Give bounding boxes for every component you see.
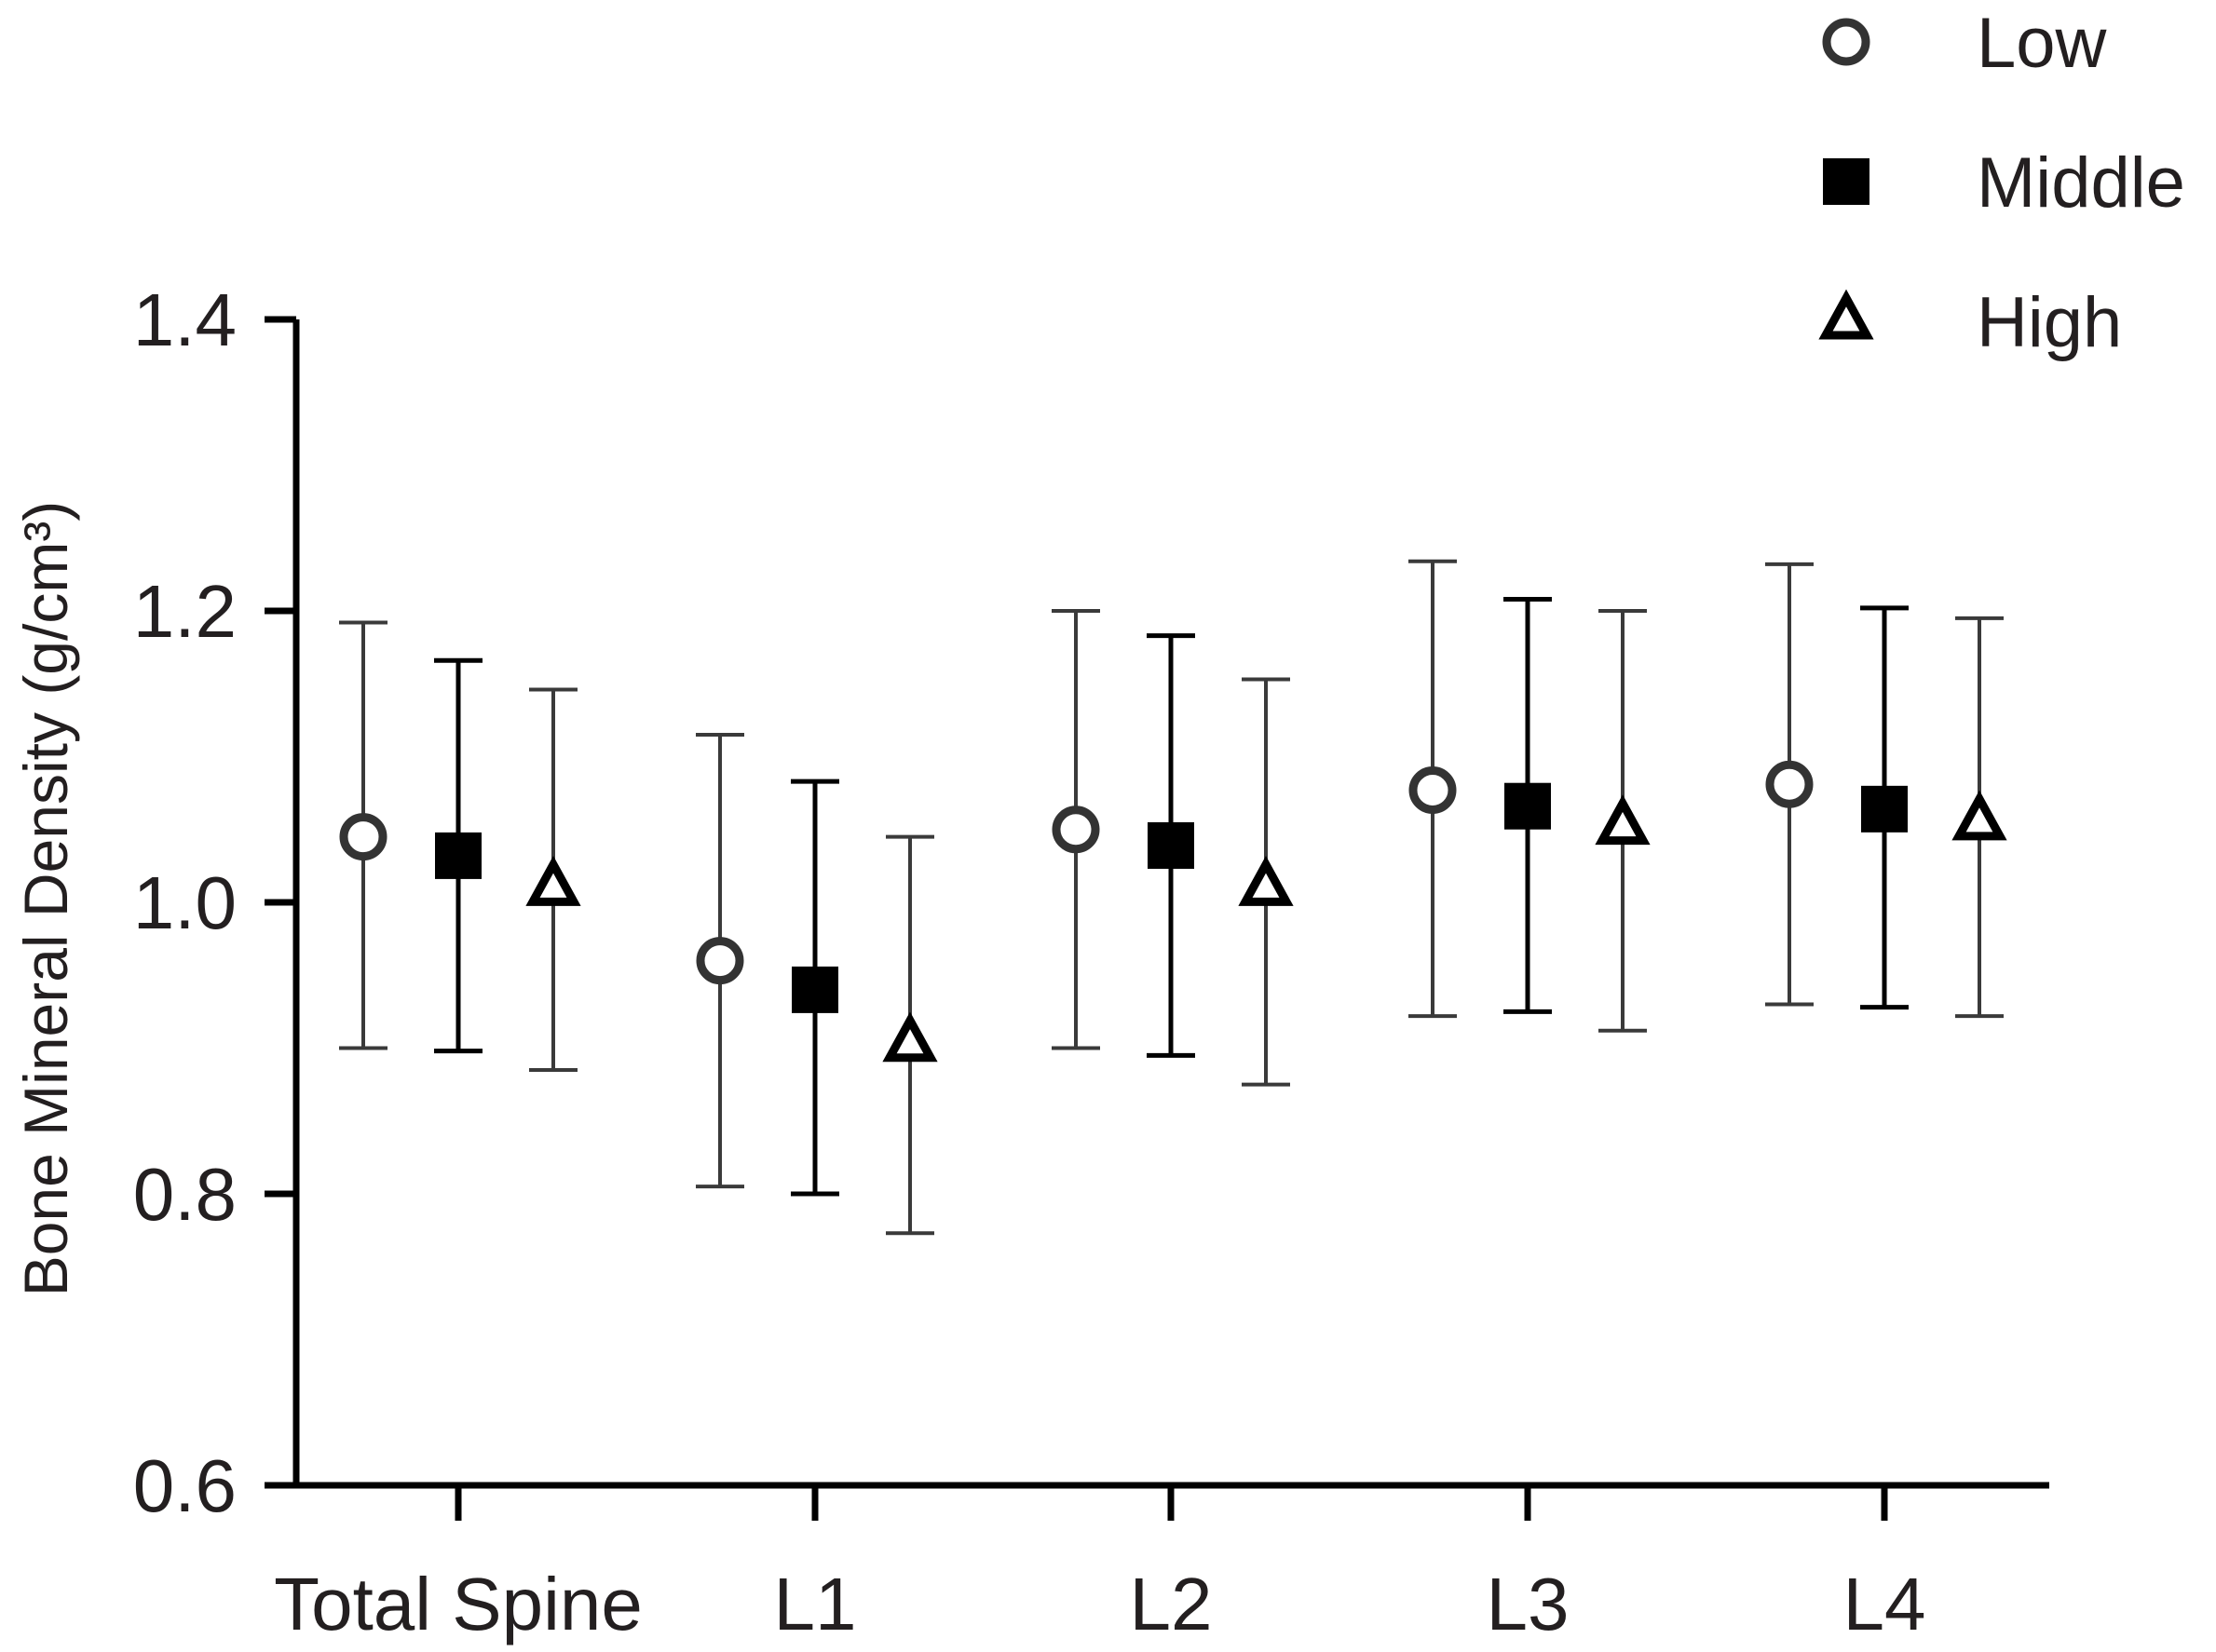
series-middle: [434, 596, 1909, 1197]
x-tick-label: L1: [774, 1563, 857, 1645]
data-point: [1951, 790, 2007, 841]
data-point: [1408, 765, 1457, 814]
data-point: [1238, 856, 1294, 906]
y-axis-label: Bone Mineral Density (g/cm³): [11, 501, 80, 1297]
x-tick-label: L3: [1487, 1563, 1570, 1645]
x-tick-label: L4: [1843, 1563, 1926, 1645]
data-point: [525, 856, 581, 906]
legend-label: Middle: [1977, 143, 2185, 223]
y-axis-ticks: 0.6 0.8 1.0 1.2 1.4: [133, 278, 296, 1527]
y-tick-label: 1.4: [133, 278, 237, 361]
data-point: [1861, 785, 1908, 833]
y-tick-label: 0.6: [133, 1444, 237, 1527]
legend-marker: [1818, 289, 1874, 340]
data-point: [435, 832, 482, 879]
legend-label: High: [1977, 283, 2122, 362]
data-point: [1052, 806, 1100, 854]
data-point: [1595, 794, 1651, 846]
legend-marker: [1822, 18, 1870, 66]
data-point: [882, 1011, 938, 1063]
legend-item-high: High: [1818, 283, 2122, 362]
data-point: [1765, 760, 1814, 808]
legend-item-low: Low: [1822, 4, 2108, 83]
x-tick-label: L2: [1130, 1563, 1213, 1645]
data-point: [339, 813, 387, 861]
legend-item-middle: Middle: [1823, 143, 2185, 223]
series-low: [339, 559, 1814, 1189]
series-high: [525, 609, 2007, 1236]
data-point: [696, 937, 744, 985]
x-axis-ticks: Total Spine L1 L2 L3 L4: [274, 1485, 1925, 1645]
legend-label: Low: [1977, 4, 2108, 83]
data-point: [1148, 821, 1194, 869]
x-tick-label: Total Spine: [274, 1563, 643, 1645]
y-tick-label: 0.8: [133, 1153, 237, 1236]
data-point: [1504, 782, 1551, 830]
legend: Low Middle High: [1818, 4, 2185, 362]
y-tick-label: 1.0: [133, 861, 237, 944]
data-point: [792, 966, 838, 1013]
y-tick-label: 1.2: [133, 570, 237, 653]
legend-marker: [1823, 158, 1869, 205]
series-layer: [339, 559, 2007, 1236]
